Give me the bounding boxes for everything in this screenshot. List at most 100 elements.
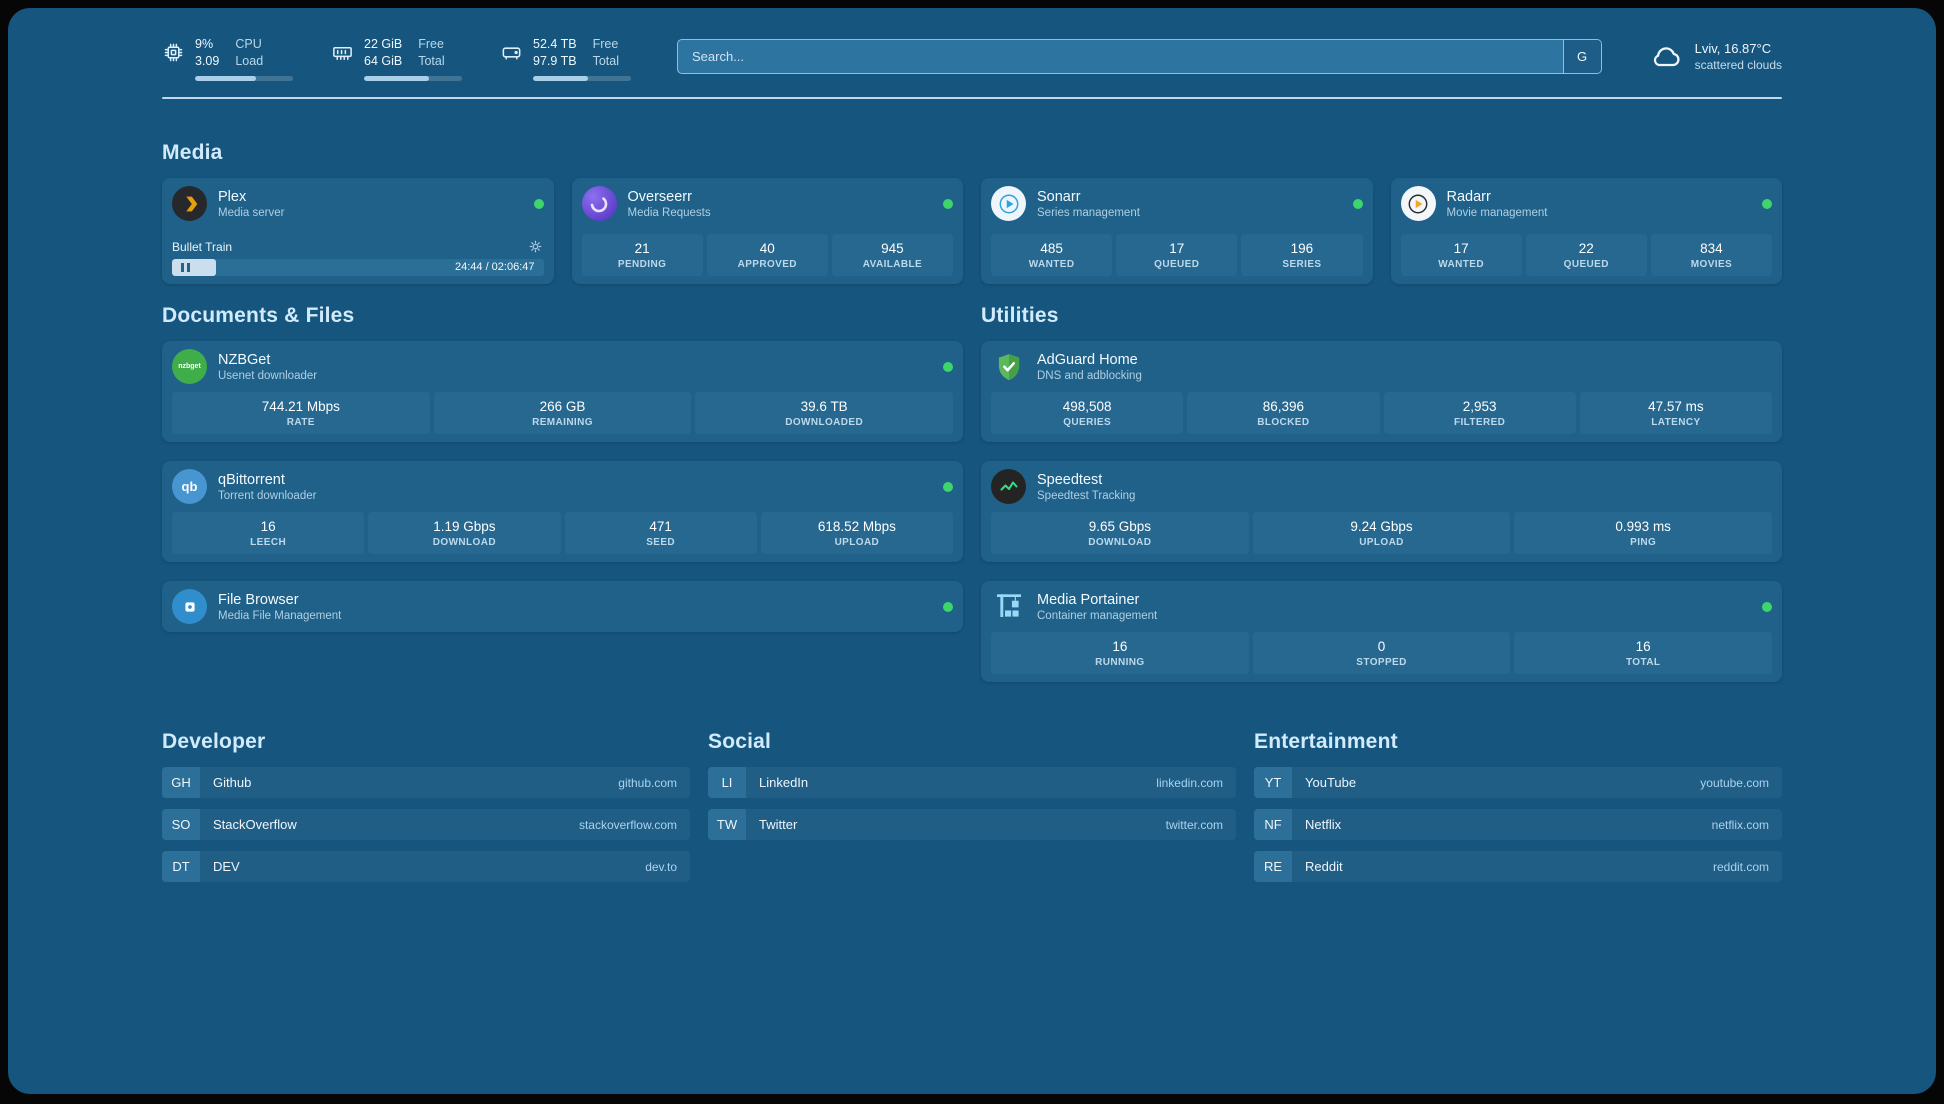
memory-total-label: Total — [418, 53, 445, 68]
stat-upload: 618.52 Mbps UPLOAD — [760, 512, 953, 554]
app-card-plex[interactable]: Plex Media server Bullet Train — [162, 178, 554, 284]
portainer-icon — [991, 589, 1026, 624]
media-progress-bar[interactable]: 24:44 / 02:06:47 — [172, 259, 544, 276]
disk-progress-bar — [533, 76, 631, 81]
cpu-widget: 9% 3.09 CPU Load — [162, 36, 293, 81]
stat-label: PENDING — [617, 259, 667, 270]
section-title-utilities: Utilities — [981, 304, 1059, 327]
link-netflix[interactable]: NF Netflix netflix.com — [1254, 809, 1782, 840]
stat-label: LEECH — [250, 537, 287, 548]
app-name: Plex — [218, 188, 247, 205]
app-card-radarr[interactable]: Radarr Movie management 17 WANTED 22 QUE… — [1390, 178, 1782, 284]
link-badge: LI — [708, 767, 746, 798]
stat-value: 1.19 Gbps — [433, 519, 496, 534]
disk-widget: 52.4 TB 97.9 TB Free Total — [500, 36, 631, 81]
status-dot — [1762, 601, 1772, 612]
section-title-media: Media — [162, 141, 223, 164]
link-badge: DT — [162, 851, 200, 882]
memory-widget: 22 GiB 64 GiB Free Total — [331, 36, 462, 81]
link-name: DEV — [213, 859, 240, 874]
memory-total-value: 64 GiB — [364, 53, 403, 68]
stat-download: 9.65 Gbps DOWNLOAD — [991, 512, 1249, 554]
stat-label: SEED — [646, 537, 676, 548]
app-card-nzbget[interactable]: nzbget NZBGet Usenet downloader 744.21 M… — [162, 341, 963, 442]
link-dev[interactable]: DT DEV dev.to — [162, 851, 690, 882]
app-desc: Media File Management — [218, 609, 342, 622]
stat-pending: 21 PENDING — [581, 234, 703, 276]
link-name: Twitter — [759, 817, 798, 832]
link-badge: NF — [1254, 809, 1292, 840]
pause-button[interactable] — [172, 259, 216, 276]
app-desc: Container management — [1037, 609, 1158, 622]
app-card-sonarr[interactable]: Sonarr Series management 485 WANTED 17 Q… — [981, 178, 1373, 284]
qbittorrent-icon-text: qb — [181, 479, 198, 494]
link-url: stackoverflow.com — [578, 817, 677, 832]
stat-label: DOWNLOADED — [785, 417, 864, 428]
link-twitter[interactable]: TW Twitter twitter.com — [708, 809, 1236, 840]
stat-remaining: 266 GB REMAINING — [433, 392, 692, 434]
stat-value: 0 — [1377, 639, 1386, 654]
status-dot — [533, 198, 544, 209]
app-card-filebrowser[interactable]: File Browser Media File Management — [162, 581, 963, 632]
stat-value: 9.24 Gbps — [1350, 519, 1413, 534]
search-bar[interactable]: G — [677, 39, 1602, 74]
app-card-qbittorrent[interactable]: qb qBittorrent Torrent downloader 16 — [162, 461, 963, 562]
status-dot — [943, 198, 953, 209]
memory-progress-bar — [364, 76, 462, 81]
stat-ping: 0.993 ms PING — [1514, 512, 1773, 554]
app-name: Speedtest — [1037, 471, 1103, 488]
app-card-adguard[interactable]: AdGuard Home DNS and adblocking 498,508 … — [981, 341, 1782, 442]
stat-running: 16 RUNNING — [991, 632, 1249, 674]
link-github[interactable]: GH Github github.com — [162, 767, 690, 798]
link-url: reddit.com — [1712, 859, 1769, 874]
filebrowser-icon — [172, 589, 207, 624]
app-card-speedtest[interactable]: Speedtest Speedtest Tracking 9.65 Gbps D… — [981, 461, 1782, 562]
stat-total: 16 TOTAL — [1514, 632, 1773, 674]
link-youtube[interactable]: YT YouTube youtube.com — [1254, 767, 1782, 798]
stat-label: APPROVED — [737, 259, 797, 270]
column-utilities: Utilities — [981, 304, 1782, 682]
stat-value: 0.993 ms — [1615, 519, 1671, 534]
gear-icon[interactable] — [527, 238, 544, 255]
app-card-overseerr[interactable]: Overseerr Media Requests 21 PENDING 40 A… — [571, 178, 963, 284]
stat-stopped: 0 STOPPED — [1252, 632, 1511, 674]
weather-widget: Lviv, 16.87°C scattered clouds — [1648, 38, 1782, 74]
section-title-entertainment: Entertainment — [1254, 730, 1398, 753]
search-engine-button[interactable]: G — [1562, 40, 1601, 73]
stat-queries: 498,508 QUERIES — [991, 392, 1184, 434]
stat-label: WANTED — [1028, 259, 1075, 270]
link-badge: RE — [1254, 851, 1292, 882]
stat-label: QUEUED — [1563, 259, 1609, 270]
weather-condition: scattered clouds — [1694, 57, 1782, 72]
disk-total-value: 97.9 TB — [533, 53, 577, 68]
stat-available: 945 AVAILABLE — [831, 234, 954, 276]
stat-value: 39.6 TB — [800, 399, 848, 414]
link-reddit[interactable]: RE Reddit reddit.com — [1254, 851, 1782, 882]
status-dot — [943, 601, 953, 612]
stat-latency: 47.57 ms LATENCY — [1579, 392, 1772, 434]
memory-free-label: Free — [418, 37, 444, 51]
stat-filtered: 2,953 FILTERED — [1383, 392, 1576, 434]
app-desc: Movie management — [1446, 206, 1548, 219]
stat-value: 17 — [1169, 241, 1185, 256]
stat-value: 498,508 — [1062, 399, 1112, 414]
search-input[interactable] — [678, 40, 1563, 73]
stat-label: BLOCKED — [1257, 417, 1310, 428]
stat-label: TOTAL — [1625, 657, 1661, 668]
stat-label: PING — [1630, 537, 1657, 548]
nzbget-icon: nzbget — [172, 349, 207, 384]
app-name: Sonarr — [1037, 188, 1081, 205]
link-stackoverflow[interactable]: SO StackOverflow stackoverflow.com — [162, 809, 690, 840]
playback-time: 24:44 / 02:06:47 — [454, 261, 535, 273]
stat-label: MOVIES — [1690, 259, 1733, 270]
weather-location: Lviv, 16.87°C — [1694, 40, 1772, 56]
stat-queued: 17 QUEUED — [1116, 234, 1238, 276]
column-social: Social LI LinkedIn linkedin.com TW Twitt… — [708, 730, 1236, 882]
link-url: twitter.com — [1165, 817, 1223, 832]
plex-icon — [172, 186, 207, 221]
app-card-portainer[interactable]: Media Portainer Container management 16 … — [981, 581, 1782, 682]
app-desc: DNS and adblocking — [1037, 369, 1142, 382]
link-linkedin[interactable]: LI LinkedIn linkedin.com — [708, 767, 1236, 798]
column-developer: Developer GH Github github.com SO StackO… — [162, 730, 690, 882]
dashboard: 9% 3.09 CPU Load — [8, 8, 1936, 1094]
